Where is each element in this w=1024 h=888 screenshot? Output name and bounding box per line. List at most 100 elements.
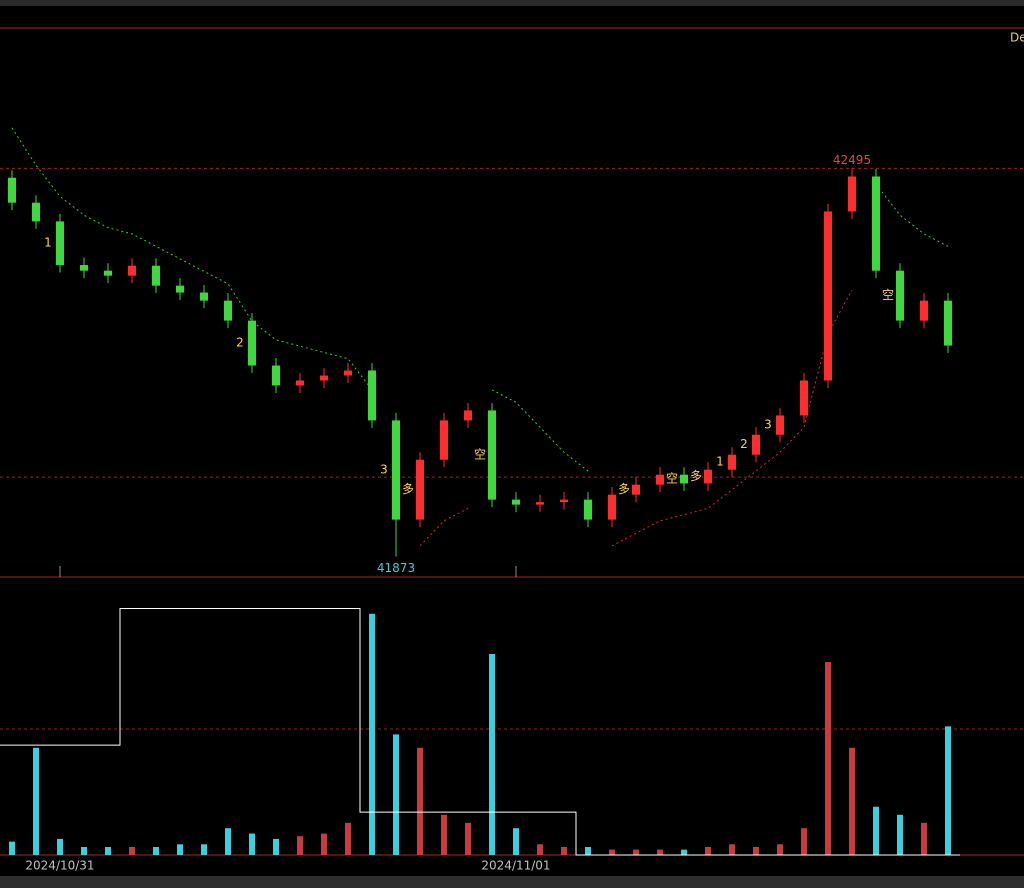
candle-body — [320, 375, 328, 381]
candle-body — [368, 370, 376, 421]
volume-bar — [297, 836, 303, 855]
candle-body — [248, 320, 256, 366]
volume-bar — [57, 838, 63, 855]
volume-bar — [657, 849, 663, 855]
stop-band — [875, 183, 949, 247]
candle-body — [104, 270, 112, 276]
corner-text: De — [1010, 31, 1024, 45]
signal-label: 空 — [882, 288, 894, 302]
step-line — [0, 607, 960, 856]
candle-body — [152, 265, 160, 286]
candle-body — [608, 494, 616, 520]
volume-bar — [201, 844, 207, 855]
volume-bar — [129, 846, 135, 855]
volume-bar — [489, 654, 495, 855]
volume-bar — [369, 613, 375, 855]
volume-bar — [945, 726, 951, 855]
volume-bar — [729, 844, 735, 855]
signal-label: 多 — [402, 482, 414, 496]
signal-label: 3 — [764, 418, 772, 432]
candle-body — [32, 202, 40, 222]
candle-body — [512, 499, 520, 505]
candle-body — [848, 176, 856, 212]
volume-bar — [897, 814, 903, 855]
signal-label: 多 — [618, 482, 630, 496]
candle-body — [440, 420, 448, 460]
volume-bar — [537, 844, 543, 855]
candle-body — [176, 285, 184, 293]
candle-body — [944, 300, 952, 346]
stop-band — [491, 389, 589, 472]
candle-body — [824, 211, 832, 381]
volume-bar — [849, 747, 855, 855]
candle-body — [920, 300, 928, 321]
candle-body — [728, 454, 736, 470]
extreme-label: 42495 — [833, 153, 871, 167]
volume-bar — [9, 841, 15, 855]
volume-bar — [153, 846, 159, 855]
volume-bar — [465, 822, 471, 855]
candle-body — [752, 434, 760, 455]
volume-bar — [273, 838, 279, 855]
volume-bar — [705, 846, 711, 855]
candle-body — [416, 459, 424, 520]
volume-bar — [441, 814, 447, 855]
signal-label: 3 — [380, 463, 388, 477]
candle-body — [584, 499, 592, 520]
candle-body — [776, 415, 784, 435]
volume-bar — [105, 846, 111, 855]
volume-bar — [249, 833, 255, 855]
signal-label: 空 — [666, 472, 678, 486]
volume-bar — [801, 828, 807, 855]
signal-label: 1 — [44, 236, 52, 250]
stop-band — [11, 127, 373, 391]
candle-body — [56, 221, 64, 266]
candle-body — [464, 410, 472, 421]
volume-bar — [681, 849, 687, 855]
candle-body — [272, 365, 280, 386]
extreme-label: 41873 — [377, 561, 415, 575]
candle-body — [8, 177, 16, 203]
candle-body — [704, 469, 712, 484]
candle-body — [392, 420, 400, 520]
candle-body — [224, 300, 232, 321]
volume-bar — [873, 806, 879, 855]
x-tick-label: 2024/11/01 — [481, 859, 550, 873]
candle-body — [632, 484, 640, 495]
volume-bar — [393, 734, 399, 855]
candle-body — [560, 499, 568, 503]
volume-bar — [81, 846, 87, 855]
volume-bar — [633, 849, 639, 855]
volume-bar — [561, 846, 567, 855]
volume-bar — [825, 662, 831, 855]
candle-body — [80, 265, 88, 271]
bottom-bar — [0, 876, 1024, 888]
candle-body — [656, 474, 664, 485]
stop-band — [419, 507, 469, 547]
signal-label: 2 — [236, 336, 244, 350]
candle-body — [128, 265, 136, 276]
volume-bar — [921, 822, 927, 855]
volume-bar — [417, 747, 423, 855]
candle-body — [536, 502, 544, 505]
candle-body — [488, 410, 496, 500]
x-tick-label: 2024/10/31 — [25, 859, 94, 873]
candle-body — [800, 380, 808, 416]
candle-body — [200, 292, 208, 301]
signal-label: 空 — [474, 448, 486, 462]
volume-bar — [609, 849, 615, 855]
volume-bar — [513, 828, 519, 855]
volume-bar — [777, 844, 783, 855]
top-bar — [0, 0, 1024, 6]
volume-bar — [177, 844, 183, 855]
volume-bar — [321, 833, 327, 855]
volume-bar — [753, 846, 759, 855]
signal-label: 多 — [690, 469, 702, 483]
candle-body — [872, 176, 880, 271]
volume-bar — [33, 747, 39, 855]
candle-body — [680, 474, 688, 484]
candle-body — [896, 270, 904, 321]
volume-bar — [225, 828, 231, 855]
signal-label: 2 — [740, 437, 748, 451]
